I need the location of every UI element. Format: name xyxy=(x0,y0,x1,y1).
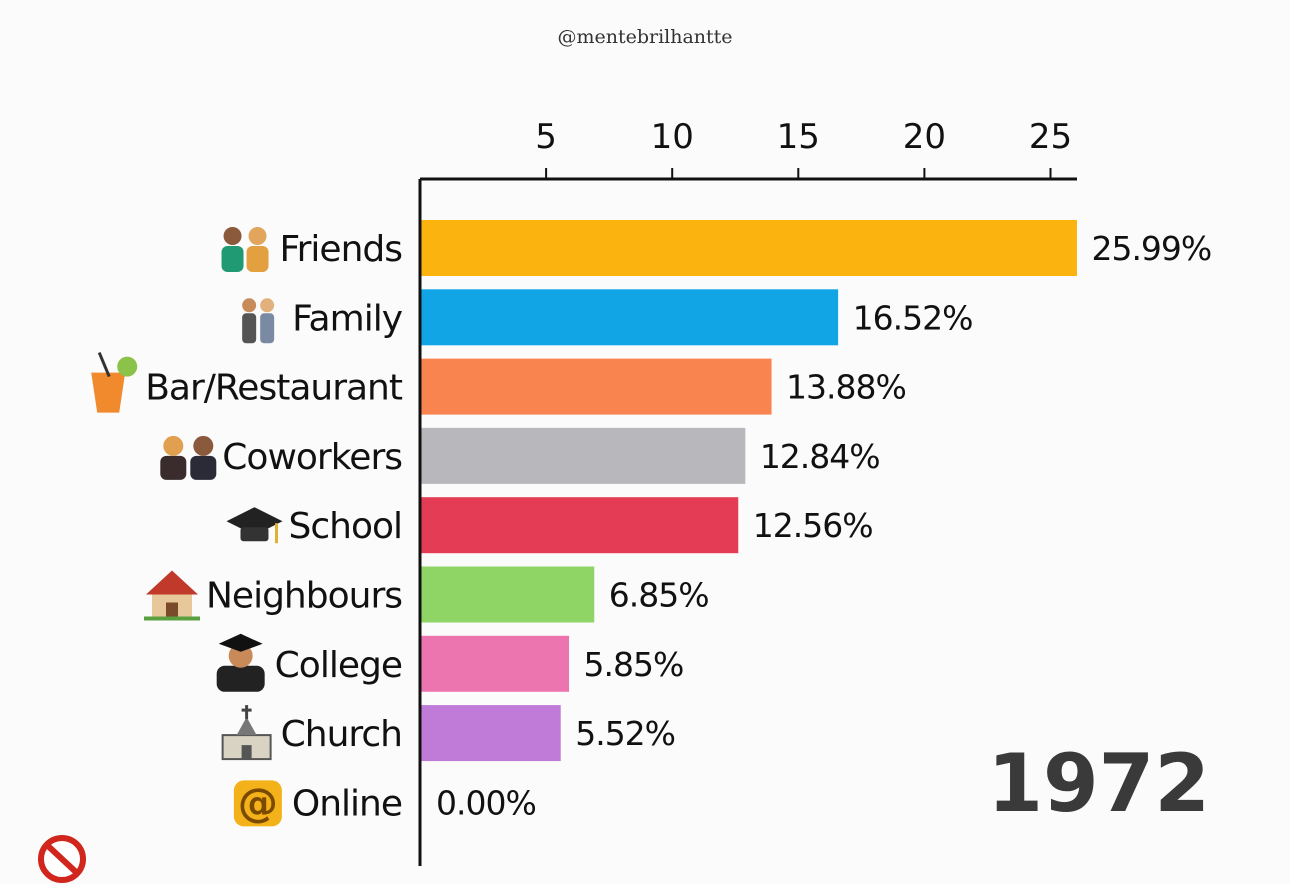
value-label: 16.52% xyxy=(853,298,973,337)
category-label: School xyxy=(288,506,402,547)
bar-row: Bar/Restaurant 13.88% xyxy=(91,352,907,415)
cocktail-icon xyxy=(91,352,138,413)
svg-text:@: @ xyxy=(238,780,278,826)
value-label: 12.56% xyxy=(753,506,873,545)
bar xyxy=(421,220,1077,276)
couple-icon xyxy=(221,227,269,272)
category-label: Family xyxy=(292,298,403,339)
x-tick-label: 15 xyxy=(777,117,820,157)
value-label: 0.00% xyxy=(436,783,536,822)
graduate-icon xyxy=(216,633,265,692)
graduation-cap-icon xyxy=(226,507,283,544)
bar-row: Church 5.52% xyxy=(221,705,676,762)
value-label: 12.84% xyxy=(760,437,880,476)
year-label: 1972 xyxy=(987,737,1210,830)
watermark: @mentebrilhantte xyxy=(557,26,733,48)
bar xyxy=(421,289,839,346)
at-sign-icon: @ xyxy=(233,780,282,827)
bar xyxy=(421,358,772,415)
value-label: 6.85% xyxy=(609,576,709,615)
category-label: Church xyxy=(281,714,402,755)
bar-row: Online @ 0.00% xyxy=(233,780,537,827)
bar-row: School 12.56% xyxy=(226,497,874,554)
bars: Friends 25.99% Family 16.52% Bar/Restaurant 1… xyxy=(91,220,1212,827)
church-icon xyxy=(221,705,272,761)
category-label: College xyxy=(275,645,402,686)
value-label: 5.85% xyxy=(584,645,684,684)
x-axis-ticks: 5 10 15 20 25 xyxy=(535,117,1072,179)
value-label: 25.99% xyxy=(1091,229,1211,268)
category-label: Neighbours xyxy=(206,576,402,617)
bar-row: Family 16.52% xyxy=(242,289,973,346)
bar-row: Friends 25.99% xyxy=(221,220,1212,276)
x-tick-label: 5 xyxy=(535,117,557,157)
x-tick-label: 25 xyxy=(1029,117,1072,157)
coworkers-icon xyxy=(160,435,217,480)
category-label: Bar/Restaurant xyxy=(145,368,403,409)
bar xyxy=(421,497,739,554)
bar xyxy=(421,635,570,692)
category-label: Coworkers xyxy=(222,437,402,478)
bar-row: Coworkers 12.84% xyxy=(160,427,881,484)
prohibited-icon xyxy=(38,835,86,883)
bar xyxy=(421,705,561,762)
bar xyxy=(421,427,746,484)
bar-row: Neighbours 6.85% xyxy=(144,566,710,623)
bar-row: College 5.85% xyxy=(216,633,684,692)
x-tick-label: 20 xyxy=(903,117,946,157)
x-tick-label: 10 xyxy=(651,117,694,157)
family-icon xyxy=(242,298,275,344)
category-label: Online xyxy=(292,783,402,824)
value-label: 13.88% xyxy=(786,368,906,407)
category-label: Friends xyxy=(280,229,402,270)
bar xyxy=(421,566,595,623)
house-icon xyxy=(144,570,200,621)
value-label: 5.52% xyxy=(575,714,675,753)
